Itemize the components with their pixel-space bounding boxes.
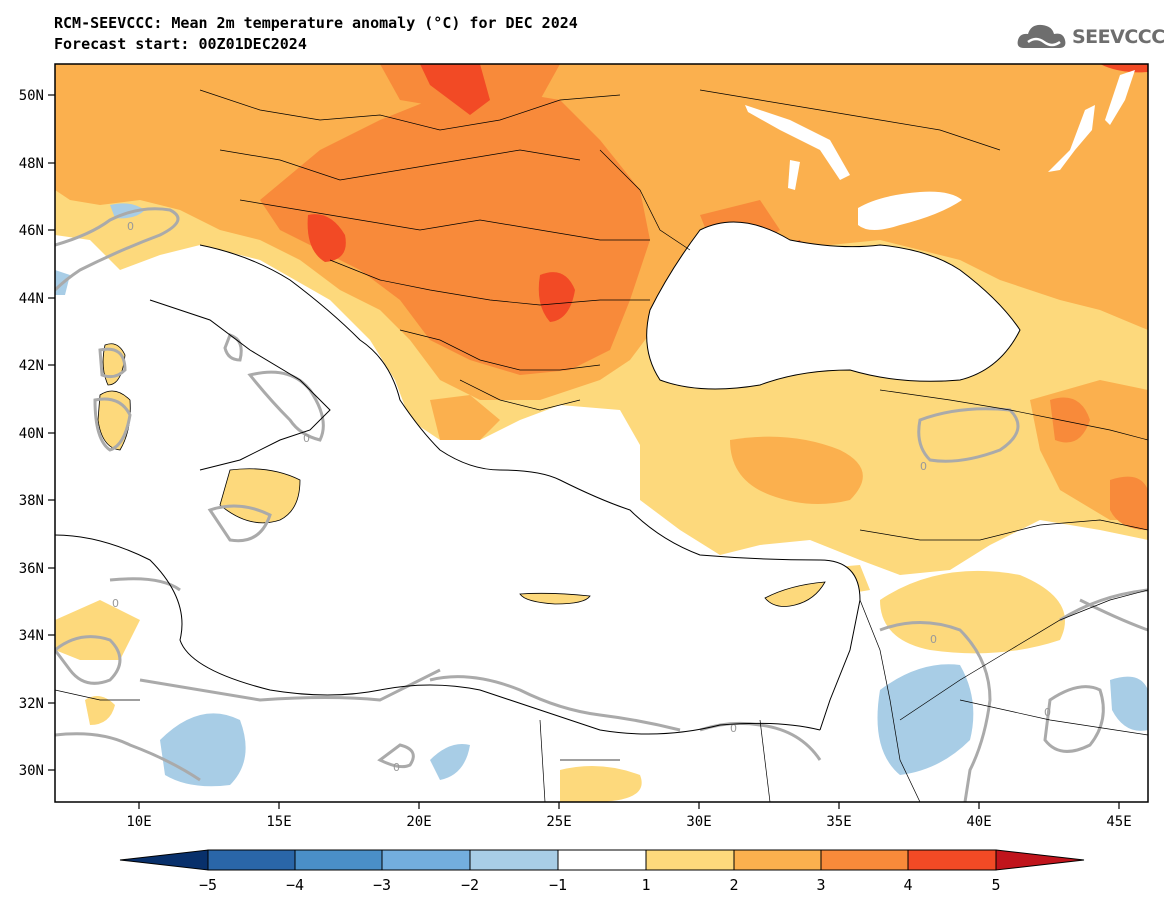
contour-label: 0 [920,460,927,473]
logo-text: SEEVCCC [1072,26,1165,48]
lon-tick-labels: 10E 15E 20E 25E 30E 35E 40E 45E [126,814,1131,830]
contour-label: 0 [303,432,310,445]
lat-label: 32N [19,696,44,712]
colorbar-swatch [557,849,647,871]
colorbar-label: −5 [199,876,217,894]
lon-label: 30E [686,814,711,830]
lon-label: 10E [126,814,151,830]
colorbar-label: −3 [373,876,391,894]
lon-label: 40E [966,814,991,830]
contour-label: 0 [112,597,119,610]
colorbar: −5 −4 −3 −2 −1 1 2 3 4 5 [119,849,1085,894]
colorbar-label: −1 [549,876,567,894]
country-borders [55,89,1148,802]
colorbar-label: −2 [461,876,479,894]
colorbar-swatch [820,849,909,871]
white-streaks [745,70,1135,190]
lat-label: 50N [19,88,44,104]
lat-label: 44N [19,291,44,307]
colorbar-swatch [294,849,383,871]
lon-label: 45E [1106,814,1131,830]
chart-title: RCM-SEEVCCC: Mean 2m temperature anomaly… [54,14,578,32]
colorbar-label: 5 [991,876,1000,894]
sea-areas [140,191,1020,740]
forecast-start-label: Forecast start: 00Z01DEC2024 [54,35,307,53]
colorbar-label: 1 [641,876,650,894]
lat-label: 34N [19,628,44,644]
lat-label: 30N [19,763,44,779]
axis-ticks [48,94,1120,809]
contour-label: 0 [393,761,400,774]
colorbar-swatch [645,849,735,871]
lat-label: 46N [19,223,44,239]
lat-tick-labels: 50N 48N 46N 44N 42N 40N 38N 36N 34N 32N … [19,88,44,779]
map-area: 0 0 0 0 0 0 0 0 [55,64,1148,802]
colorbar-swatch [381,849,471,871]
contour-label: 0 [127,220,134,233]
colorbar-label: 4 [903,876,912,894]
colorbar-swatch [733,849,822,871]
contour-label: 0 [930,633,937,646]
lat-label: 36N [19,561,44,577]
colorbar-arrow-right [995,849,1085,871]
lon-label: 25E [546,814,571,830]
lat-label: 40N [19,426,44,442]
colorbar-arrow-left [119,849,209,871]
lat-label: 38N [19,493,44,509]
seevccc-logo: SEEVCCC [1016,20,1165,60]
colorbar-label: 2 [729,876,738,894]
colorbar-label: −4 [286,876,304,894]
lat-label: 48N [19,156,44,172]
lon-label: 15E [266,814,291,830]
colorbar-label: 3 [816,876,825,894]
lat-label: 42N [19,358,44,374]
coastlines [55,221,1021,735]
colorbar-swatch [207,849,296,871]
colorbar-swatch [907,849,997,871]
lon-label: 35E [826,814,851,830]
cloud-icon [1017,24,1066,48]
contour-label: 0 [730,722,737,735]
lon-label: 20E [406,814,431,830]
contour-label: 0 [1044,706,1051,719]
colorbar-swatch [469,849,559,871]
contour-labels: 0 0 0 0 0 0 0 0 [112,220,1051,774]
